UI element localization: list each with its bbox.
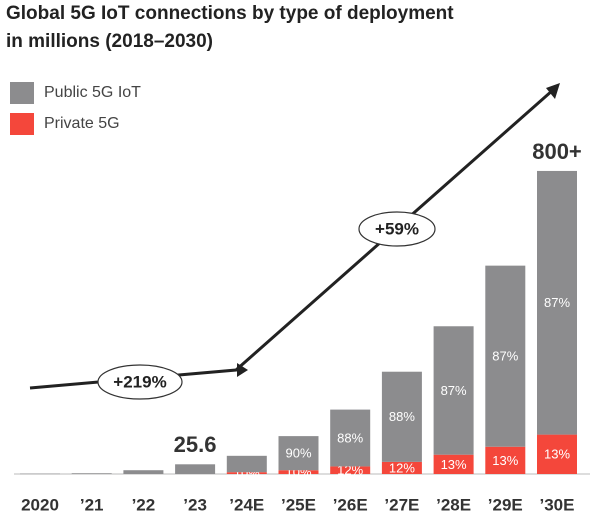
arrow-head	[546, 83, 560, 99]
bar-segment	[226, 455, 267, 473]
legend-label: Private 5G	[44, 115, 120, 132]
bar-segment	[537, 170, 577, 435]
bar-segment	[20, 473, 60, 475]
share-label: 88%	[389, 409, 415, 424]
bar-segment	[175, 464, 216, 474]
x-tick-label: ’24E	[229, 495, 264, 514]
legend-swatch	[10, 82, 34, 104]
bar-segment	[71, 473, 112, 474]
bar-segment	[278, 436, 319, 471]
growth-bubble	[97, 364, 183, 400]
share-label: 13%	[441, 457, 467, 472]
x-tick-label: ’27E	[384, 495, 419, 514]
share-label: 12%	[389, 460, 415, 475]
share-label: 90%	[285, 446, 311, 461]
x-tick-label: ’23	[183, 495, 207, 514]
bar-segment	[485, 265, 526, 447]
bar-segment	[123, 470, 164, 474]
x-tick-label: ’25E	[281, 495, 316, 514]
x-tick-label: ’26E	[333, 495, 368, 514]
bar-segment	[278, 470, 319, 474]
share-label: 13%	[544, 447, 570, 462]
callout: 25.6	[174, 432, 217, 457]
growth-arrow	[29, 88, 554, 390]
x-tick-label: ’22	[132, 495, 156, 514]
growth-label: +59%	[375, 219, 419, 238]
bar-segment	[485, 446, 526, 474]
share-label: 13%	[492, 453, 518, 468]
bar-segment	[433, 454, 474, 474]
bar-segment	[330, 466, 371, 474]
x-tick-label: ’29E	[488, 495, 523, 514]
callout: 800+	[532, 139, 582, 164]
bar-segment	[226, 472, 267, 474]
arrow-head	[237, 363, 248, 377]
bar-segment	[330, 409, 371, 467]
share-label: 87%	[492, 349, 518, 364]
chart-title: Global 5G IoT connections by type of dep…	[6, 3, 454, 24]
share-label: 88%	[337, 430, 363, 445]
x-tick-label: ’28E	[436, 495, 471, 514]
bar-segment	[381, 371, 422, 462]
share-label: 87%	[544, 295, 570, 310]
bar-segment	[537, 434, 577, 474]
growth-bubble	[358, 211, 436, 247]
growth-label: +219%	[113, 372, 166, 391]
legend-label: Public 5G IoT	[44, 84, 141, 101]
legend-swatch	[10, 113, 34, 135]
x-tick-label: ’21	[80, 495, 104, 514]
bar-segment	[433, 326, 474, 455]
chart-subtitle: in millions (2018–2030)	[6, 31, 213, 52]
share-label: 87%	[441, 383, 467, 398]
x-tick-label: 2020	[21, 495, 59, 514]
x-tick-label: ’30E	[540, 495, 575, 514]
bar-segment	[381, 461, 422, 474]
